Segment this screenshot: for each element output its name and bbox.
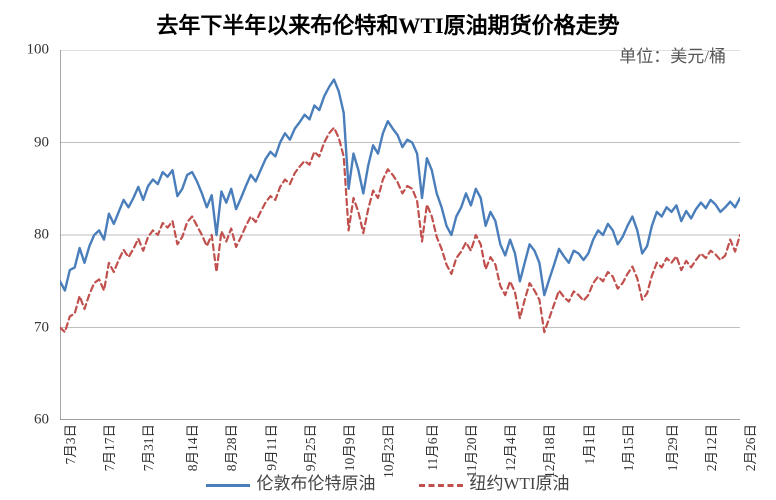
x-tick-label: 2月26日 <box>739 424 759 471</box>
y-tick-label: 100 <box>27 42 50 59</box>
legend-item: 伦敦布伦特原油 <box>206 469 375 494</box>
x-tick-label: 7月17日 <box>98 424 118 471</box>
legend-swatch <box>206 484 250 487</box>
x-tick-label: 9月25日 <box>299 424 319 471</box>
x-tick-label: 12月4日 <box>499 424 519 471</box>
chart-plot <box>60 50 740 420</box>
x-tick-label: 8月14日 <box>181 424 201 471</box>
legend-item: 纽约WTI原油 <box>419 469 569 494</box>
x-tick-label: 11月6日 <box>421 424 441 471</box>
legend-label: 纽约WTI原油 <box>469 474 569 493</box>
x-tick-label: 8月28日 <box>220 424 240 471</box>
y-tick-label: 70 <box>34 319 49 336</box>
legend-swatch <box>419 484 463 487</box>
legend-label: 伦敦布伦特原油 <box>256 474 375 493</box>
y-axis-labels: 60708090100 <box>0 50 55 420</box>
y-tick-label: 80 <box>34 227 49 244</box>
x-tick-label: 2月12日 <box>700 424 720 471</box>
chart-container: 去年下半年以来布伦特和WTI原油期货价格走势 单位：美元/桶 607080901… <box>0 0 776 500</box>
y-tick-label: 90 <box>34 134 49 151</box>
y-tick-label: 60 <box>34 412 49 429</box>
x-tick-label: 1月15日 <box>617 424 637 471</box>
x-tick-label: 9月11日 <box>260 424 280 471</box>
x-tick-label: 7月3日 <box>59 424 79 465</box>
x-tick-label: 1月1日 <box>578 424 598 465</box>
x-tick-label: 7月31日 <box>137 424 157 471</box>
chart-title: 去年下半年以来布伦特和WTI原油期货价格走势 <box>0 8 776 40</box>
x-tick-label: 1月29日 <box>661 424 681 471</box>
chart-legend: 伦敦布伦特原油 纽约WTI原油 <box>0 469 776 494</box>
x-tick-label: 10月9日 <box>338 424 358 471</box>
